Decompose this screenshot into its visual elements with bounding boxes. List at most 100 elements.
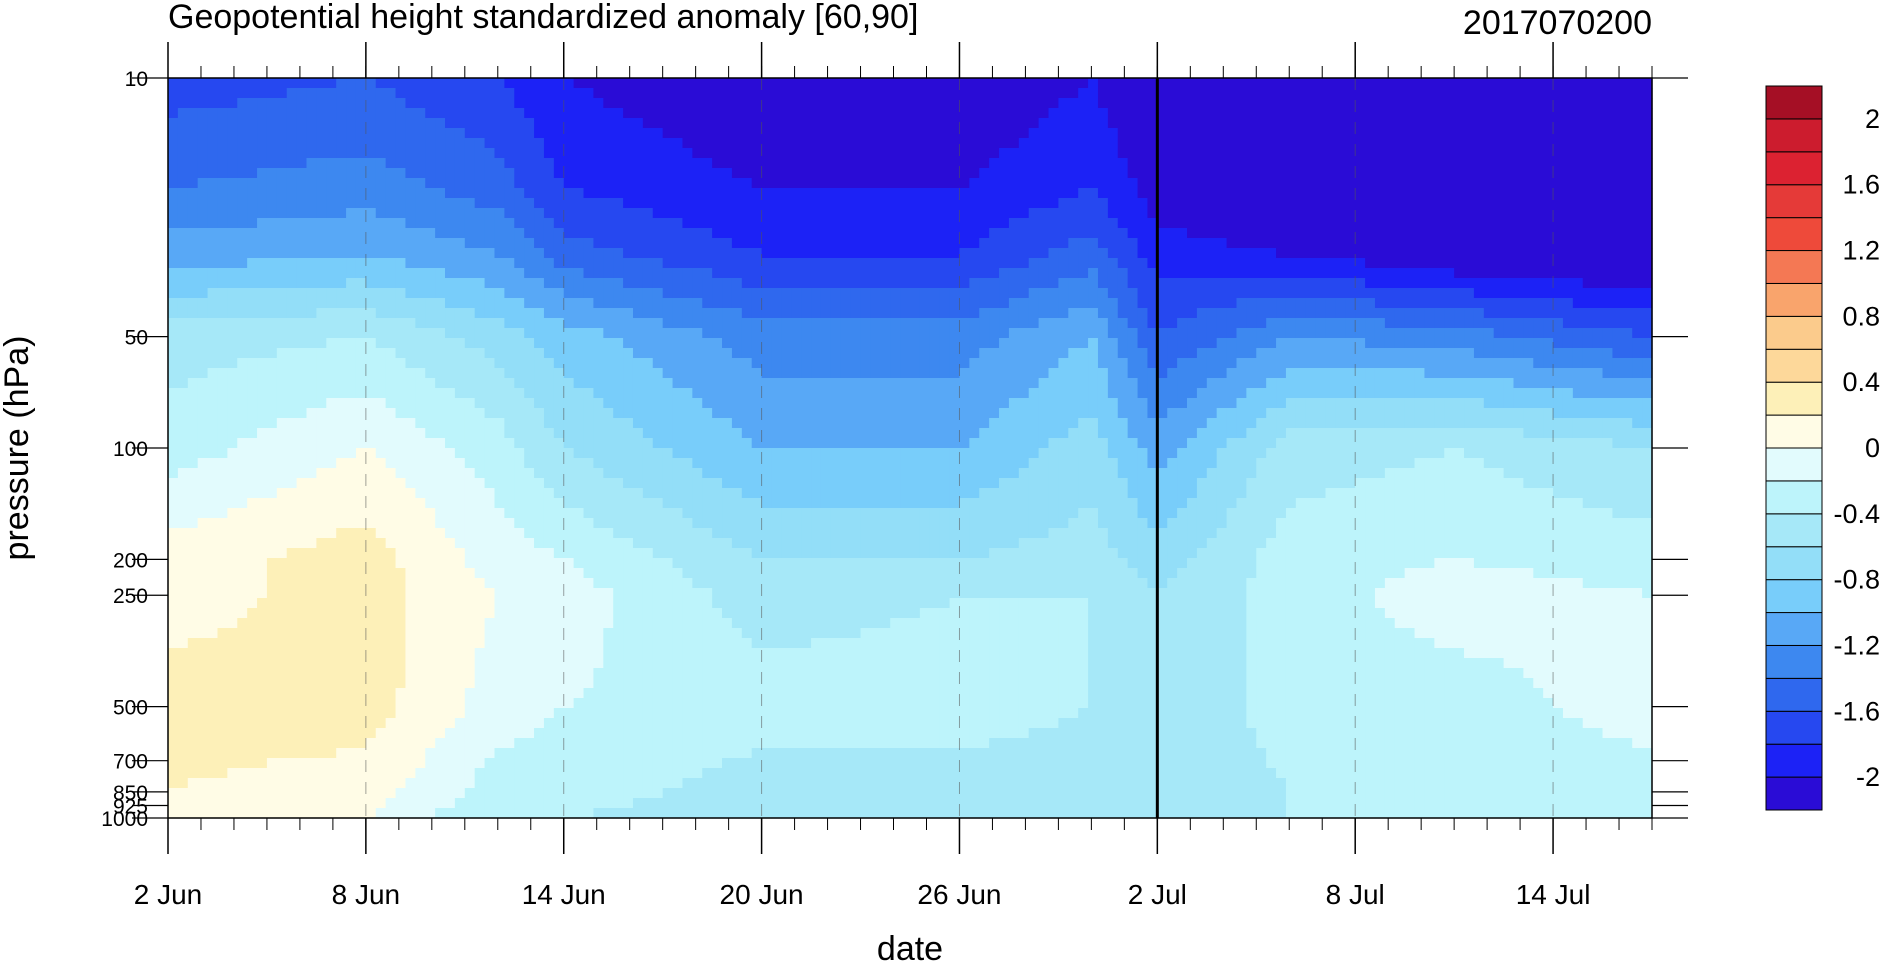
contour-cell: [613, 138, 624, 149]
contour-cell: [1493, 368, 1505, 379]
contour-cell: [543, 78, 555, 89]
contour-cell: [1038, 198, 1050, 209]
contour-cell: [1503, 118, 1515, 129]
contour-cell: [1483, 348, 1495, 359]
contour-cell: [1028, 308, 1040, 319]
contour-cell: [375, 358, 387, 369]
contour-cell: [187, 198, 199, 209]
contour-cell: [257, 298, 268, 309]
contour-cell: [623, 288, 634, 299]
contour-cell: [1493, 268, 1505, 279]
contour-cell: [237, 138, 248, 149]
contour-cell: [1048, 158, 1059, 169]
contour-cell: [593, 358, 604, 369]
contour-cell: [1068, 348, 1079, 359]
contour-cell: [613, 78, 624, 89]
contour-cell: [1187, 188, 1198, 199]
contour-cell: [1513, 98, 1524, 109]
contour-cell: [484, 98, 496, 109]
contour-cell: [1196, 198, 1208, 209]
contour-cell: [682, 278, 693, 289]
contour-cell: [326, 388, 337, 399]
contour-cell: [1355, 148, 1366, 159]
contour-cell: [1444, 228, 1455, 239]
contour-cell: [781, 228, 792, 239]
contour-cell: [989, 88, 1000, 99]
contour-cell: [1533, 88, 1544, 99]
contour-cell: [949, 228, 961, 239]
contour-cell: [1553, 388, 1564, 399]
contour-cell: [1097, 228, 1109, 239]
contour-cell: [286, 198, 298, 209]
contour-cell: [1107, 308, 1119, 319]
contour-cell: [543, 408, 555, 419]
contour-cell: [583, 128, 595, 139]
contour-cell: [623, 208, 634, 219]
contour-cell: [217, 398, 228, 409]
contour-cell: [801, 238, 812, 249]
contour-cell: [415, 398, 426, 409]
contour-cell: [811, 148, 822, 159]
contour-cell: [1107, 328, 1119, 339]
contour-cell: [1088, 88, 1099, 99]
contour-cell: [1464, 98, 1475, 109]
contour-cell: [1612, 338, 1623, 349]
contour-cell: [949, 388, 961, 399]
contour-cell: [1097, 298, 1109, 309]
contour-cell: [1325, 308, 1337, 319]
contour-cell: [949, 158, 961, 169]
contour-cell: [1008, 108, 1020, 119]
contour-cell: [712, 148, 723, 159]
contour-cell: [524, 98, 535, 109]
contour-cell: [504, 128, 515, 139]
contour-cell: [959, 148, 970, 159]
contour-cell: [1117, 88, 1129, 99]
contour-cell: [731, 98, 743, 109]
contour-cell: [860, 398, 872, 409]
contour-cell: [266, 358, 278, 369]
contour-cell: [1078, 118, 1089, 129]
contour-cell: [1365, 178, 1376, 189]
contour-cell: [1117, 378, 1129, 389]
contour-cell: [731, 298, 743, 309]
contour-cell: [553, 248, 565, 259]
contour-cell: [1404, 288, 1416, 299]
contour-cell: [999, 348, 1010, 359]
contour-cell: [1216, 118, 1228, 129]
contour-cell: [1632, 198, 1643, 209]
contour-cell: [929, 188, 941, 199]
contour-cell: [919, 148, 931, 159]
contour-cell: [969, 298, 980, 309]
contour-cell: [1335, 328, 1346, 339]
contour-cell: [197, 238, 209, 249]
contour-cell: [1157, 228, 1168, 239]
contour-cell: [168, 228, 179, 239]
contour-cell: [405, 308, 416, 319]
contour-cell: [989, 238, 1000, 249]
contour-cell: [227, 198, 238, 209]
contour-cell: [662, 188, 674, 199]
contour-cell: [504, 238, 515, 249]
contour-cell: [1236, 158, 1247, 169]
contour-cell: [830, 308, 842, 319]
contour-cell: [583, 348, 595, 359]
contour-cell: [1107, 208, 1119, 219]
contour-cell: [820, 238, 832, 249]
contour-cell: [1008, 158, 1020, 169]
contour-cell: [514, 218, 525, 229]
contour-cell: [1028, 368, 1040, 379]
contour-cell: [840, 388, 852, 399]
contour-cell: [672, 188, 684, 199]
contour-cell: [415, 228, 426, 239]
contour-cell: [1325, 78, 1337, 89]
contour-cell: [771, 268, 782, 279]
contour-cell: [969, 118, 980, 129]
contour-cell: [553, 278, 565, 289]
contour-cell: [237, 118, 248, 129]
contour-cell: [1008, 98, 1020, 109]
contour-cell: [326, 158, 337, 169]
contour-cell: [1424, 208, 1435, 219]
contour-cell: [929, 288, 941, 299]
contour-cell: [1187, 168, 1198, 179]
contour-cell: [217, 118, 228, 129]
